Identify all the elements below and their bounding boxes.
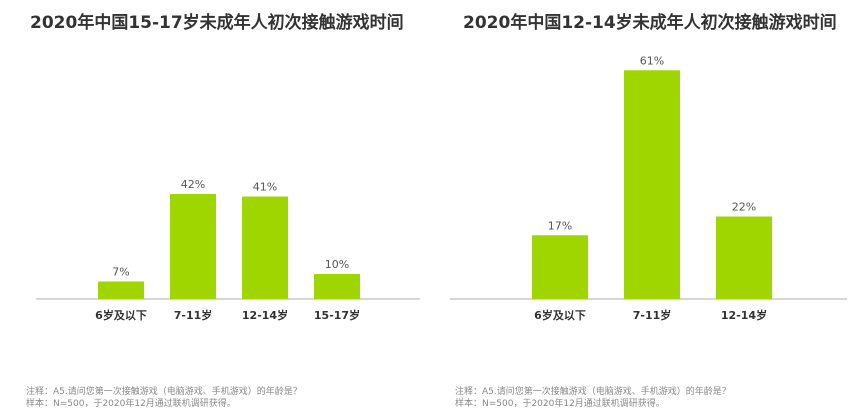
- category-label: 12-14岁: [721, 308, 767, 322]
- bar: [716, 216, 772, 299]
- data-label: 7%: [112, 266, 129, 279]
- chart-panel-left: 2020年中国15-17岁未成年人初次接触游戏时间 7% 6岁及以下 42% 7-11…: [26, 13, 420, 410]
- data-label: 22%: [732, 201, 756, 214]
- chart-title: 2020年中国12-14岁未成年人初次接触游戏时间: [463, 13, 837, 33]
- chart-notes: 注释：A5.请问您第一次接触游戏（电脑游戏、手机游戏）的年龄是？ 样本：N=50…: [455, 386, 731, 410]
- note-sample: 样本：N=500，于2020年12月通过联机调研获得。: [455, 399, 665, 409]
- category-label: 7-11岁: [174, 308, 213, 322]
- bar: [98, 281, 144, 299]
- category-label: 6岁及以下: [534, 308, 586, 322]
- chart-panel-right: 2020年中国12-14岁未成年人初次接触游戏时间 17% 6岁及以下 61% 7-1…: [433, 0, 866, 416]
- note-sample: 样本：N=500，于2020年12月通过联机调研获得。: [26, 399, 236, 409]
- data-label: 61%: [640, 54, 664, 67]
- bar: [314, 274, 360, 299]
- category-label: 6岁及以下: [95, 308, 147, 322]
- bar-chart-right: 17% 6岁及以下 61% 7-11岁 22% 12-14岁: [450, 54, 847, 322]
- category-label: 15-17岁: [314, 308, 360, 322]
- bar: [624, 70, 680, 299]
- bar-chart-left: 7% 6岁及以下 42% 7-11岁 41% 12-14岁 10% 15-17岁: [36, 178, 420, 322]
- bar: [242, 196, 288, 299]
- note-question: 注释：A5.请问您第一次接触游戏（电脑游戏、手机游戏）的年龄是？: [455, 387, 731, 397]
- chart-title: 2020年中国15-17岁未成年人初次接触游戏时间: [30, 13, 404, 33]
- data-label: 10%: [325, 258, 349, 271]
- category-label: 7-11岁: [633, 308, 672, 322]
- data-label: 42%: [181, 178, 205, 191]
- chart-notes: 注释：A5.请问您第一次接触游戏（电脑游戏、手机游戏）的年龄是？ 样本：N=50…: [26, 386, 302, 410]
- category-label: 12-14岁: [242, 308, 288, 322]
- note-question: 注释：A5.请问您第一次接触游戏（电脑游戏、手机游戏）的年龄是？: [26, 387, 302, 397]
- data-label: 41%: [253, 181, 277, 194]
- data-label: 17%: [548, 219, 572, 232]
- bar: [532, 235, 588, 299]
- bar: [170, 194, 216, 299]
